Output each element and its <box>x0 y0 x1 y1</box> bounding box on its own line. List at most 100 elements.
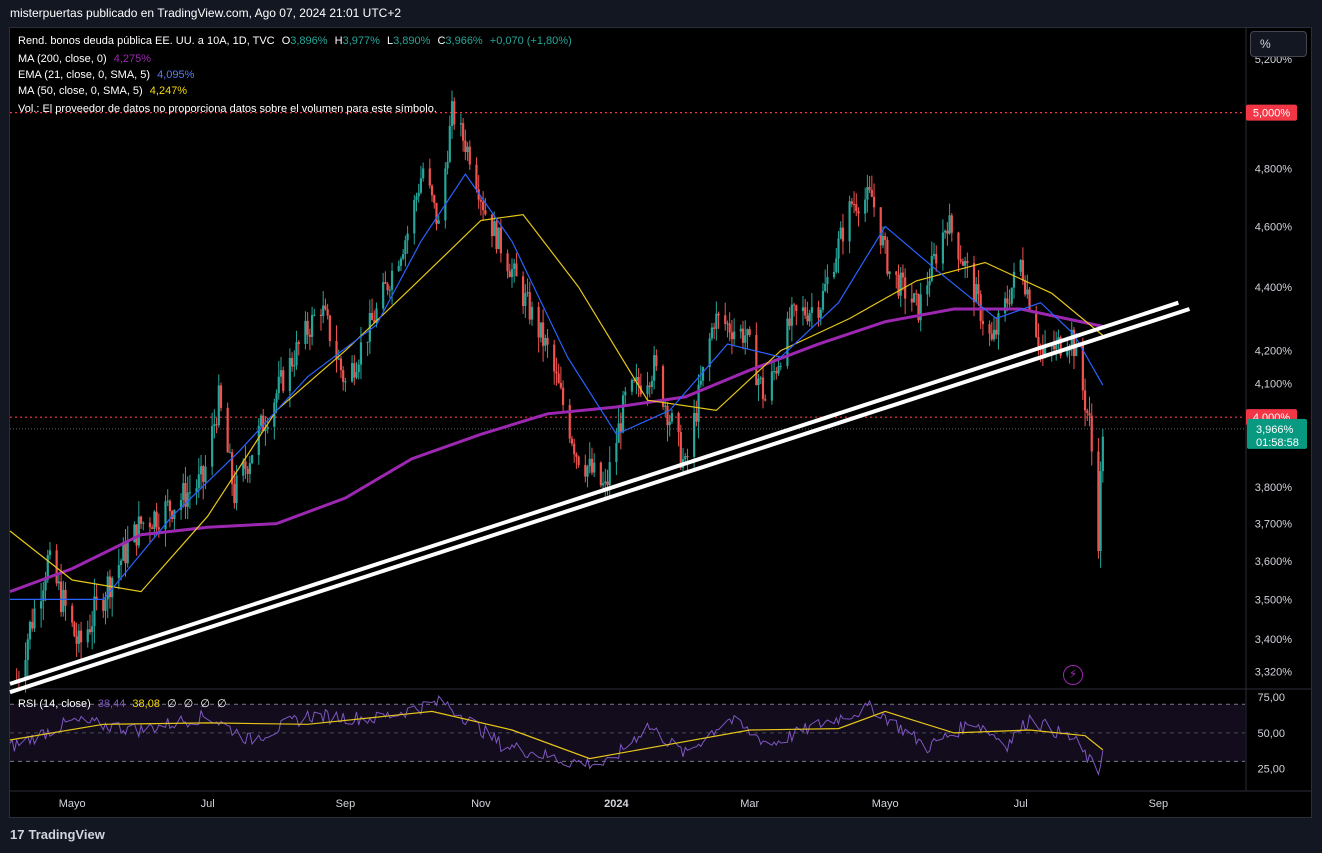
candle-body <box>1021 260 1024 281</box>
candle-body <box>399 258 403 266</box>
candle-body <box>59 581 63 612</box>
candle-body <box>151 527 154 530</box>
candle-body <box>886 240 889 274</box>
candle-body <box>264 428 267 432</box>
candle-body <box>701 366 705 381</box>
candle-body <box>561 387 565 406</box>
candle-body <box>510 269 514 278</box>
legend-symbol[interactable]: Rend. bonos deuda pública EE. UU. a 10A,… <box>18 35 275 47</box>
ma200-line <box>9 307 1104 594</box>
candle-body <box>819 309 822 318</box>
candle-body <box>373 320 376 323</box>
candle-body <box>75 636 78 644</box>
y-tick-label: 5,200% <box>1255 54 1293 66</box>
candle-body <box>764 399 767 401</box>
legend-h-label: H <box>334 35 343 47</box>
candle-body <box>855 204 858 212</box>
candle-body <box>1028 289 1031 311</box>
candle-body <box>715 313 718 329</box>
legend-volume-note: Vol.: El proveedor de datos no proporcio… <box>18 103 437 115</box>
candle-body <box>133 524 136 543</box>
candle-body <box>370 312 374 321</box>
candle-body <box>788 318 791 326</box>
candle-body <box>755 334 758 386</box>
candle-body <box>821 290 825 310</box>
candle-body <box>586 466 589 477</box>
legend-ma200-row[interactable]: MA (200, close, 0) 4,275% <box>18 53 155 65</box>
candle-body <box>786 318 789 366</box>
last-price-tag <box>1247 418 1307 449</box>
candle-body <box>1043 345 1047 355</box>
candle-body <box>453 101 456 125</box>
candle-body <box>730 332 733 340</box>
rsi-legend-empty: ∅ <box>167 698 177 710</box>
candle-body <box>1012 271 1016 288</box>
candle-body <box>122 542 125 561</box>
candle-body <box>950 215 953 233</box>
candle-body <box>375 308 378 323</box>
candle-body <box>413 200 416 234</box>
rsi-y-tick-label: 75,00 <box>1257 692 1285 704</box>
candle-body <box>493 221 496 237</box>
legend-h: 3,977% <box>342 35 380 47</box>
candle-body <box>266 426 269 429</box>
rsi-legend-row[interactable]: RSI (14, close) 38,44 38,08 ∅ ∅ ∅ ∅ <box>18 697 231 710</box>
candle-body <box>1057 337 1060 341</box>
candle-body <box>179 499 183 510</box>
lightning-bolt-icon[interactable]: ⚡ <box>1063 665 1083 685</box>
x-tick-label: Nov <box>471 798 491 810</box>
candle-body <box>88 629 92 633</box>
candle-body <box>817 307 820 318</box>
candle-body <box>350 363 354 382</box>
rsi-legend-ma: 38,08 <box>132 698 160 710</box>
candle-body <box>466 146 469 153</box>
candle-body <box>342 370 345 382</box>
candle-body <box>917 293 920 321</box>
candle-body <box>219 385 223 408</box>
legend-ma50-value: 4,247% <box>149 85 188 97</box>
footer-brand[interactable]: 17 TradingView <box>10 827 105 842</box>
candle-body <box>1097 451 1100 551</box>
candle-body <box>31 621 34 629</box>
candle-body <box>932 254 936 256</box>
candle-body <box>91 626 94 633</box>
candle-body <box>462 123 465 141</box>
candle-body <box>313 314 316 316</box>
candle-body <box>388 289 391 291</box>
candle-body <box>157 527 160 530</box>
candle-body <box>957 232 960 260</box>
legend-ema21-row[interactable]: EMA (21, close, 0, SMA, 5) 4,095% <box>18 69 198 81</box>
candle-body <box>584 464 587 477</box>
candle-body <box>717 313 720 316</box>
tradingview-logo-icon: 17 <box>10 827 25 842</box>
candle-body <box>981 320 984 325</box>
candle-body <box>124 542 127 564</box>
candle-body <box>810 307 813 314</box>
candle-body <box>866 187 869 200</box>
candle-body <box>1072 329 1076 357</box>
candle-body <box>948 215 951 234</box>
candle-body <box>841 227 845 242</box>
candle-body <box>306 320 309 335</box>
candle-body <box>966 261 969 264</box>
percent-scale-button[interactable]: % <box>1250 31 1307 57</box>
candle-body <box>295 342 298 366</box>
candle-body <box>1055 340 1058 350</box>
candle-body <box>835 258 838 273</box>
candle-body <box>919 294 922 321</box>
candle-body <box>733 331 736 340</box>
legend-ma50-row[interactable]: MA (50, close, 0, SMA, 5) 4,247% <box>18 85 191 97</box>
candle-body <box>119 560 123 566</box>
candle-body <box>619 423 622 433</box>
candle-body <box>995 329 998 335</box>
rsi-y-tick-label: 50,00 <box>1257 728 1285 740</box>
candle-body <box>217 385 220 426</box>
rsi-legend-label: RSI (14, close) <box>18 698 91 710</box>
candle-body <box>339 358 343 371</box>
candle-body <box>48 550 52 556</box>
candle-body <box>739 328 742 332</box>
legend-c: 3,966% <box>445 35 483 47</box>
legend-ema21-label: EMA (21, close, 0, SMA, 5) <box>18 69 151 81</box>
candle-body <box>482 201 485 211</box>
